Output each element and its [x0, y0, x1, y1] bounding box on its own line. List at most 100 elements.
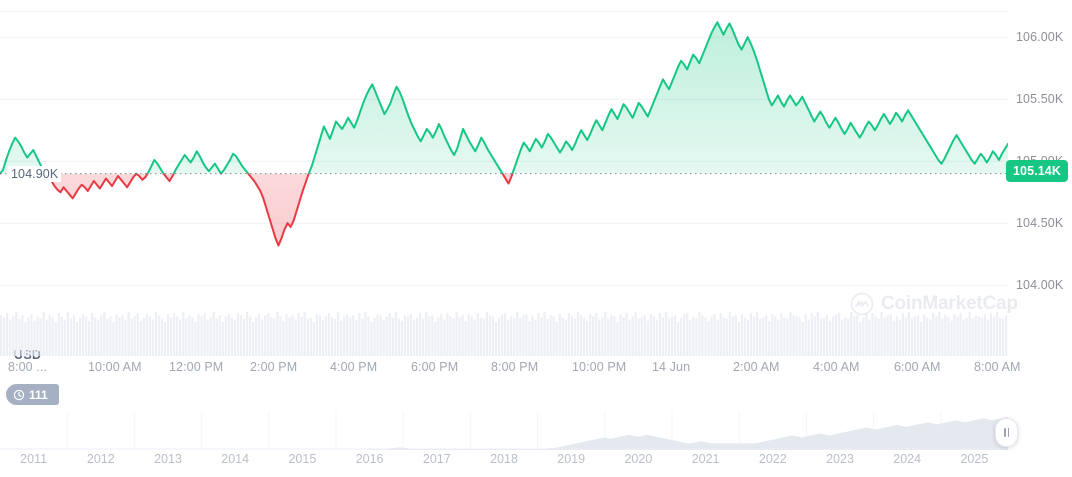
volume-bar	[841, 319, 844, 356]
x-axis-tick-label: 12:00 PM	[169, 360, 224, 374]
volume-bar	[743, 317, 747, 356]
range-history-badge[interactable]: 111	[6, 384, 59, 405]
volume-bar	[163, 321, 167, 356]
volume-bar	[270, 317, 273, 356]
volume-chart[interactable]	[0, 308, 1008, 358]
volume-bar	[497, 317, 501, 356]
volume-bar	[428, 316, 431, 356]
volume-bar	[409, 314, 413, 356]
volume-bar	[585, 320, 589, 356]
volume-bar	[327, 313, 331, 356]
volume-bar	[121, 315, 124, 356]
volume-bar	[570, 316, 574, 356]
volume-bar	[604, 312, 607, 356]
volume-bar	[109, 316, 112, 356]
grip-line	[1007, 428, 1009, 437]
volume-bar	[6, 313, 9, 356]
volume-bar	[968, 312, 971, 356]
volume-bar	[1004, 315, 1008, 356]
volume-bar	[564, 319, 567, 356]
volume-bar	[200, 316, 203, 356]
volume-bar	[367, 316, 370, 356]
volume-bar	[607, 318, 610, 356]
volume-bar	[160, 318, 164, 356]
volume-bar	[625, 313, 628, 356]
navigator-area	[0, 412, 1008, 450]
volume-bar	[221, 321, 224, 356]
volume-bar	[922, 314, 926, 356]
volume-bar	[97, 319, 100, 356]
volume-bar	[12, 316, 15, 356]
volume-bar	[634, 312, 637, 356]
volume-bar	[537, 313, 540, 356]
volume-bar	[944, 315, 947, 356]
volume-bar	[510, 316, 513, 356]
volume-bar	[51, 317, 54, 356]
x-axis-tick-label: 8:00 ...	[8, 360, 48, 374]
volume-bar	[300, 316, 303, 356]
volume-bar	[376, 314, 379, 356]
navigator-year-axis: 2011 2012 2013 2014 2015 2016 2017 2018 2019 2020…	[0, 452, 1008, 474]
volume-bar	[312, 321, 315, 356]
volume-bar	[519, 317, 522, 356]
current-price-badge[interactable]: 105.14K	[1006, 160, 1068, 182]
volume-bar	[916, 315, 920, 356]
volume-bar	[418, 313, 422, 356]
navigator-year-label: 2016	[355, 452, 384, 466]
volume-bar	[494, 321, 498, 356]
volume-bar	[847, 318, 850, 356]
volume-bar	[941, 318, 944, 356]
volume-bar	[850, 312, 853, 356]
navigator-handle-right[interactable]	[995, 418, 1018, 447]
volume-bar	[118, 317, 121, 356]
volume-bar	[601, 317, 604, 356]
volume-bar	[361, 318, 364, 356]
volume-bar	[956, 316, 959, 356]
volume-bar	[60, 316, 63, 356]
volume-bar	[582, 317, 586, 356]
volume-bar	[667, 318, 671, 356]
volume-bar	[276, 312, 279, 356]
range-navigator[interactable]	[0, 412, 1008, 450]
volume-bar	[844, 317, 847, 356]
volume-bar	[233, 319, 237, 356]
y-axis-tick-label: 104.00K	[1016, 278, 1064, 293]
volume-bar	[349, 317, 352, 356]
volume-bar	[643, 315, 646, 356]
volume-bar	[555, 321, 558, 356]
volume-bar	[315, 314, 318, 356]
volume-bar	[209, 317, 212, 356]
volume-bar	[658, 313, 662, 356]
price-chart-plot[interactable]: 104.90K CoinMarketCap	[0, 0, 1018, 316]
volume-bar	[431, 315, 434, 356]
volume-bar	[898, 319, 901, 356]
volume-bar	[740, 314, 744, 356]
volume-bar	[965, 317, 968, 356]
volume-bar	[834, 314, 838, 356]
volume-bar	[415, 317, 419, 356]
x-axis-tick-label: 6:00 PM	[411, 360, 459, 374]
volume-bar	[589, 314, 592, 356]
volume-bar	[789, 312, 792, 356]
volume-bar	[425, 312, 428, 356]
volume-bar	[810, 313, 813, 356]
volume-bar	[613, 316, 616, 356]
navigator-year-label: 2021	[691, 452, 720, 466]
volume-bar	[340, 320, 343, 356]
volume-bar	[746, 319, 750, 356]
volume-bar	[947, 317, 950, 356]
volume-bar	[373, 317, 376, 356]
volume-bar	[579, 315, 583, 356]
volume-bar	[792, 315, 795, 356]
volume-bar	[680, 317, 683, 356]
volume-bar	[828, 320, 832, 356]
volume-bar	[716, 319, 719, 356]
volume-bar	[488, 315, 492, 356]
volume-bar	[473, 319, 476, 356]
volume-bar	[719, 313, 722, 356]
volume-bar	[54, 321, 57, 356]
y-axis-tick-label: 105.50K	[1016, 92, 1064, 107]
volume-bar	[871, 313, 874, 356]
volume-bar	[768, 320, 771, 356]
volume-bar	[795, 316, 798, 356]
